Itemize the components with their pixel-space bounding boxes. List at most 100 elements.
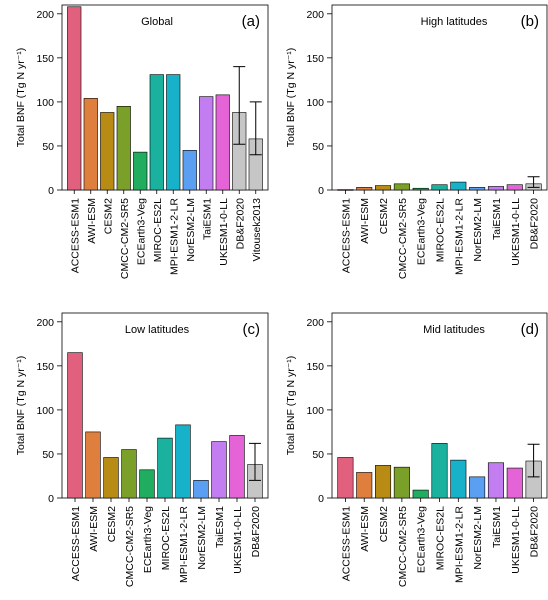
category-label: TaiESM1 — [491, 506, 503, 548]
bar-mpi-esm1-2-lr — [175, 424, 191, 499]
bar-ecearth3-veg — [139, 469, 155, 499]
panel-letter: (d) — [521, 321, 539, 338]
bar-mpi-esm1-2-lr — [450, 181, 467, 191]
bar-noresm2-lm — [193, 480, 209, 499]
y-tick-label: 150 — [36, 53, 54, 65]
panel-letter: (a) — [242, 13, 260, 30]
panel-b: 0 50 100 150 200 Total BNF (Tg N yr⁻¹) High la… — [285, 4, 548, 279]
category-label: Vitousek2013 — [251, 198, 263, 262]
bar-cmcc-cm2-sr5 — [121, 449, 137, 499]
error-bar — [233, 66, 246, 145]
category-label: UKESM1-0-LL — [218, 198, 230, 266]
category-label: CESM2 — [102, 198, 114, 234]
bar-mpi-esm1-2-lr — [450, 459, 467, 499]
category-label: AWI-ESM — [88, 506, 100, 552]
bar-taiesm1 — [211, 441, 227, 499]
bar-cmcc-cm2-sr5 — [393, 466, 410, 499]
category-label: MIROC-ES2L — [435, 506, 447, 570]
y-tick-label: 0 — [318, 493, 324, 505]
category-label: MIROC-ES2L — [435, 198, 447, 262]
bar-ukesm1-0-ll — [506, 184, 523, 191]
y-axis-label: Total BNF (Tg N yr⁻¹) — [15, 356, 27, 455]
category-label: NorESM2-LM — [196, 506, 208, 570]
y-tick-label: 50 — [312, 141, 324, 153]
category-label: CMCC-CM2-SR5 — [397, 506, 409, 587]
bar-cesm2 — [375, 185, 392, 191]
bar-awi-esm — [356, 187, 373, 191]
category-label: CMCC-CM2-SR5 — [124, 506, 136, 587]
y-tick-label: 0 — [48, 493, 54, 505]
category-label: UKESM1-0-LL — [510, 198, 522, 266]
y-axis-label: Total BNF (Tg N yr⁻¹) — [285, 48, 297, 147]
bar-miroc-es2l — [157, 437, 173, 499]
category-label: MPI-ESM1-2-LR — [168, 198, 180, 275]
category-label: ECEarth3-Veg — [135, 198, 147, 265]
y-tick-label: 0 — [318, 185, 324, 197]
category-label: TaiESM1 — [214, 506, 226, 548]
category-label: AWI-ESM — [359, 506, 371, 552]
bar-awi-esm — [85, 431, 101, 499]
bar-cesm2 — [100, 112, 115, 191]
y-tick-label: 150 — [306, 53, 324, 65]
y-tick-label: 200 — [36, 9, 54, 21]
category-label: ACCESS-ESM1 — [340, 198, 352, 273]
category-label: MPI-ESM1-2-LR — [453, 506, 465, 583]
y-tick-label: 150 — [36, 361, 54, 373]
bar-taiesm1 — [199, 96, 214, 191]
y-tick-label: 100 — [306, 405, 324, 417]
panel-c: 0 50 100 150 200 Total BNF (Tg N yr⁻¹) Low lat… — [15, 312, 269, 587]
category-label: NorESM2-LM — [472, 506, 484, 570]
bar-ukesm1-0-ll — [215, 94, 230, 191]
bar-access-esm1 — [67, 352, 83, 499]
y-tick-label: 150 — [306, 361, 324, 373]
category-label: DB&F2020 — [529, 506, 541, 558]
category-label: AWI-ESM — [86, 198, 98, 244]
bar-cmcc-cm2-sr5 — [116, 106, 131, 191]
category-label: DB&F2020 — [529, 198, 541, 250]
category-label: ECEarth3-Veg — [142, 506, 154, 573]
category-label: NorESM2-LM — [472, 198, 484, 262]
error-bar — [249, 101, 262, 156]
y-tick-label: 100 — [36, 97, 54, 109]
y-tick-label: 100 — [36, 405, 54, 417]
bar-ukesm1-0-ll — [229, 435, 245, 499]
bar-access-esm1 — [67, 6, 82, 191]
bar-noresm2-lm — [469, 187, 486, 191]
plot-frame — [331, 4, 548, 191]
category-label: CESM2 — [378, 198, 390, 234]
bar-ecearth3-veg — [412, 187, 429, 191]
category-label: DB&F2020 — [250, 506, 262, 558]
panel-d: 0 50 100 150 200 Total BNF (Tg N yr⁻¹) Mid lat… — [285, 312, 548, 587]
bar-cmcc-cm2-sr5 — [393, 183, 410, 191]
bar-miroc-es2l — [431, 184, 448, 191]
bar-miroc-es2l — [431, 443, 448, 499]
error-bar — [249, 442, 261, 481]
category-label: TaiESM1 — [491, 198, 503, 240]
category-label: ACCESS-ESM1 — [70, 506, 82, 581]
bar-mpi-esm1-2-lr — [166, 74, 181, 191]
bar-ukesm1-0-ll — [506, 467, 523, 499]
category-label: CESM2 — [378, 506, 390, 542]
bar-cesm2 — [103, 457, 119, 499]
y-axis-label: Total BNF (Tg N yr⁻¹) — [285, 356, 297, 455]
category-label: MIROC-ES2L — [160, 506, 172, 570]
category-label: ACCESS-ESM1 — [69, 198, 81, 273]
panel-title: Mid latitudes — [423, 324, 485, 336]
y-tick-label: 50 — [42, 449, 54, 461]
y-tick-label: 200 — [306, 317, 324, 329]
y-tick-label: 200 — [306, 9, 324, 21]
bar-noresm2-lm — [182, 150, 197, 191]
error-bar — [527, 443, 540, 478]
bar-cesm2 — [375, 465, 392, 499]
panel-title: High latitudes — [421, 16, 488, 28]
bar-taiesm1 — [487, 462, 504, 499]
bar-awi-esm — [356, 472, 373, 499]
panel-a: 0 50 100 150 200 Total BNF (Tg N yr⁻¹) Global (… — [15, 4, 269, 279]
category-label: DB&F2020 — [234, 198, 246, 250]
category-label: NorESM2-LM — [185, 198, 197, 262]
category-label: ECEarth3-Veg — [416, 198, 428, 265]
category-label: ACCESS-ESM1 — [340, 506, 352, 581]
bar-access-esm1 — [337, 457, 354, 499]
bar-taiesm1 — [487, 186, 504, 191]
